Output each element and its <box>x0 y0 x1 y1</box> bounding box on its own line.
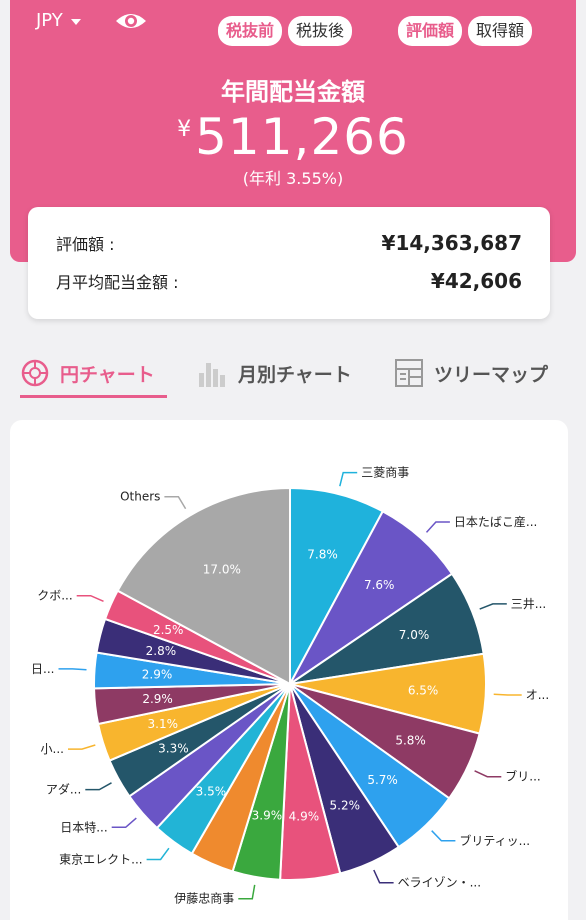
yen-symbol: ¥ <box>177 117 192 142</box>
pie-slice[interactable] <box>116 486 291 686</box>
tab-monthly-chart[interactable]: 月別チャート <box>196 348 352 398</box>
tab-pie-label: 円チャート <box>60 363 155 386</box>
slice-name-label: 東京エレクト... <box>59 853 142 867</box>
slice-value-label: 7.8% <box>307 548 338 562</box>
slice-name-label: ベライゾン・... <box>398 876 481 890</box>
active-tab-indicator <box>20 395 167 398</box>
slice-name-label: クボ... <box>37 589 72 603</box>
slice-value-label: 2.9% <box>142 668 173 682</box>
slice-value-label: 7.0% <box>399 628 430 642</box>
slice-name-label: ブリ... <box>505 769 540 784</box>
leader-line <box>238 884 256 900</box>
page-title: 年間配当金額 <box>221 78 365 106</box>
monthly-row: 月平均配当金額 : ¥42,606 <box>56 269 522 293</box>
currency-label: JPY <box>36 10 63 31</box>
slice-value-label: 5.2% <box>330 799 361 813</box>
slice-value-label: 2.5% <box>153 623 184 637</box>
leader-line <box>146 847 170 861</box>
slice-value-label: 17.0% <box>203 563 241 577</box>
leader-line <box>425 521 450 533</box>
leader-line <box>58 668 87 671</box>
amount-value: 511,266 <box>195 108 409 166</box>
yield-text: (年利 3.55%) <box>242 169 344 188</box>
monthly-value: ¥42,606 <box>430 269 522 293</box>
pie-chart-icon <box>21 359 49 387</box>
leader-line <box>164 495 187 510</box>
tax-after-button[interactable]: 税抜後 <box>288 16 353 46</box>
tax-before-button[interactable]: 税抜前 <box>218 16 283 46</box>
annual-dividend-amount: ¥511,266 <box>0 108 586 166</box>
eval-value-button[interactable]: 評価額 <box>398 16 463 46</box>
slice-value-label: 2.8% <box>146 644 177 658</box>
chart-tabs: 円チャート 月別チャート ツリーマップ <box>0 348 586 398</box>
leader-line <box>76 594 104 602</box>
leader-line <box>85 782 112 791</box>
leader-line <box>493 693 522 696</box>
slice-name-label: アダ... <box>46 782 81 797</box>
leader-line <box>68 744 96 750</box>
bar-chart-icon <box>199 363 225 387</box>
slice-name-label: 三菱商事 <box>361 465 409 480</box>
tab-treemap-label: ツリーマップ <box>434 363 549 386</box>
leader-line <box>479 603 507 610</box>
slice-name-label: ブリティッ... <box>459 833 530 848</box>
slice-value-label: 3.1% <box>148 717 179 731</box>
slice-value-label: 2.9% <box>142 692 173 706</box>
eye-icon[interactable] <box>114 10 148 32</box>
treemap-icon <box>395 359 423 387</box>
slice-name-label: 日本たばこ産... <box>454 514 537 529</box>
value-toggle: 評価額 取得額 <box>398 16 533 46</box>
tab-pie-chart[interactable]: 円チャート <box>20 348 155 398</box>
slice-value-label: 5.8% <box>395 734 426 748</box>
slice-name-label: 三井... <box>511 597 546 611</box>
tax-toggle: 税抜前 税抜後 <box>218 16 353 46</box>
eval-value: ¥14,363,687 <box>381 231 522 255</box>
slice-name-label: 伊藤忠商事 <box>174 891 234 906</box>
slice-value-label: 4.9% <box>289 810 320 824</box>
slice-value-label: 6.5% <box>408 684 439 698</box>
tab-treemap[interactable]: ツリーマップ <box>394 348 548 398</box>
slice-name-label: Others <box>120 490 160 504</box>
pie-slice[interactable] <box>289 509 454 685</box>
summary-card: 評価額 : ¥14,363,687 月平均配当金額 : ¥42,606 <box>28 207 550 319</box>
tab-monthly-label: 月別チャート <box>238 363 352 386</box>
slice-name-label: 小... <box>41 742 64 756</box>
slice-value-label: 3.9% <box>252 808 283 822</box>
leader-line <box>373 869 394 884</box>
leader-line <box>339 471 358 487</box>
eval-row: 評価額 : ¥14,363,687 <box>56 231 522 255</box>
slice-name-label: オ... <box>526 688 549 702</box>
currency-selector[interactable]: JPY <box>36 10 81 31</box>
leader-line <box>431 830 456 842</box>
monthly-label: 月平均配当金額 : <box>56 273 179 292</box>
pie-chart: 7.8% 7.6% 7.0% 6.5% 5.8% 5.7% 5.2% 4.9% 3.9% 3.5%… <box>31 465 549 906</box>
eval-label: 評価額 : <box>56 235 115 254</box>
pie-slice[interactable] <box>289 486 385 685</box>
leader-line <box>111 817 137 829</box>
slice-value-label: 3.5% <box>196 784 227 798</box>
slice-value-label: 7.6% <box>364 578 395 592</box>
leader-line <box>474 770 502 778</box>
slice-name-label: 日... <box>31 662 54 676</box>
slice-value-label: 5.7% <box>367 773 398 787</box>
caret-down-icon <box>70 18 81 25</box>
acq-value-button[interactable]: 取得額 <box>468 16 533 46</box>
slice-value-label: 3.3% <box>158 742 189 756</box>
pie-chart-card: 7.8% 7.6% 7.0% 6.5% 5.8% 5.7% 5.2% 4.9% 3.9% 3.5%… <box>10 420 568 920</box>
slice-name-label: 日本特... <box>60 819 107 834</box>
